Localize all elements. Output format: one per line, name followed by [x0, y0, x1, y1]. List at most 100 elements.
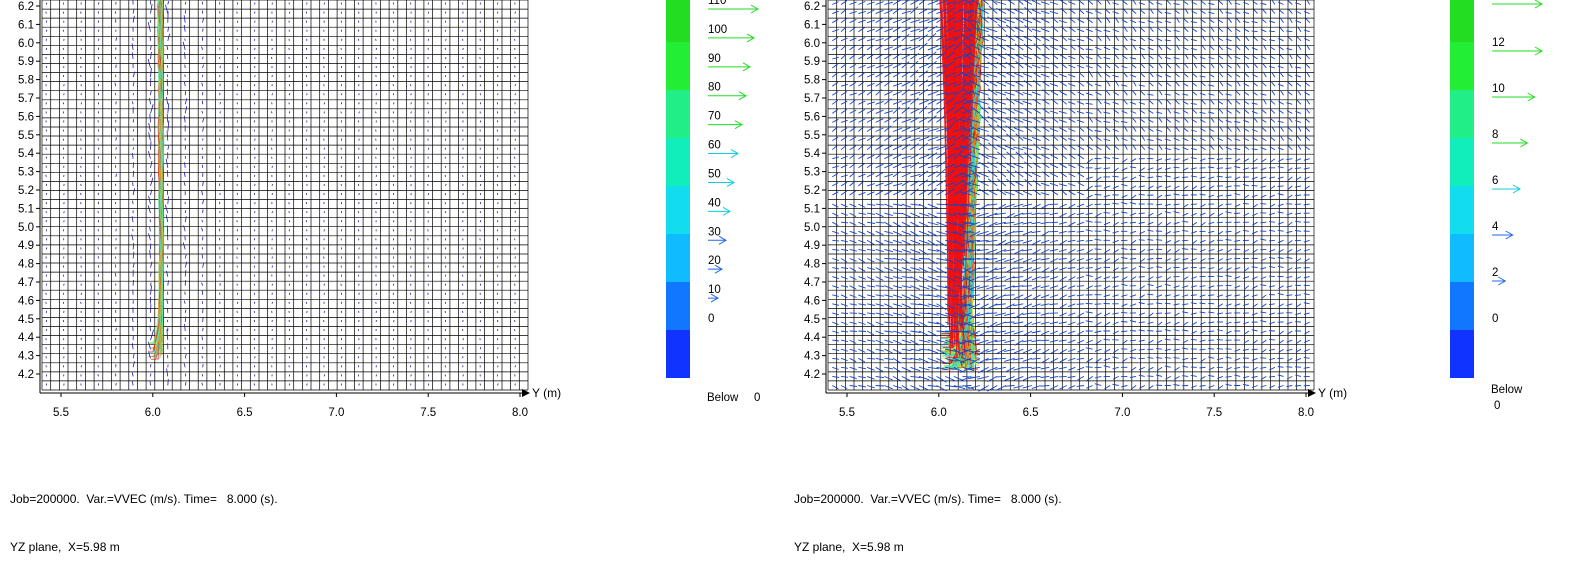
vector-plot-right: Y (m) 6.2 6.1 6.0 5.9 5.8 5.7 5.6 5.5 5.4 5.3 5.2 5.…: [804, 0, 1542, 419]
legend-below-label: Below: [1491, 384, 1523, 396]
y-tick-label: 5.1: [18, 203, 34, 215]
y-tick-label: 6.1: [804, 19, 820, 31]
y-tick-label: 4.4: [18, 332, 35, 344]
legend-color-swatch: [1450, 282, 1474, 330]
y-tick-label: 5.4: [804, 148, 821, 160]
y-tick-label: 5.8: [18, 75, 34, 87]
legend-color-swatch: [666, 330, 690, 378]
legend-value-label: 100: [708, 24, 727, 36]
legend-color-swatch: [1450, 234, 1474, 282]
y-tick-label: 6.2: [804, 1, 820, 13]
legend-below-value: 0: [1494, 400, 1500, 412]
x-tick-label: 7.5: [420, 407, 436, 419]
legend-color-swatch: [1450, 330, 1474, 378]
x-tick-label: 8.0: [1298, 407, 1314, 419]
legend-value-label: 4: [1492, 221, 1499, 233]
x-tick-label: 6.0: [931, 407, 947, 419]
y-tick-label: 6.0: [18, 38, 34, 50]
x-tick-label: 5.5: [839, 407, 855, 419]
grid-lines: [828, 0, 1314, 390]
legend-color-swatch: [666, 90, 690, 138]
legend-value-label: 12: [1492, 37, 1505, 49]
legend-value-label: 6: [1492, 175, 1498, 187]
x-tick-label: 8.0: [512, 407, 528, 419]
y-tick-label: 4.3: [804, 351, 820, 363]
legend-color-swatch: [1450, 138, 1474, 186]
x-axis-label: Y (m): [532, 386, 561, 400]
legend-value-label: 70: [708, 111, 721, 123]
axes-right: Y (m) 6.2 6.1 6.0 5.9 5.8 5.7 5.6 5.5 5.4 5.3 5.2 5.…: [804, 0, 1347, 419]
y-tick-label: 5.2: [18, 185, 34, 197]
y-tick-label: 4.2: [804, 369, 820, 381]
x-axis-label: Y (m): [1318, 386, 1347, 400]
legend-value-label: 80: [708, 82, 721, 94]
caption-left: Job=200000. Var.=VVEC (m/s). Time= 8.000…: [10, 459, 278, 571]
legend-value-label: 0: [708, 313, 714, 325]
y-tick-label: 6.0: [804, 38, 820, 50]
y-tick-label: 4.9: [804, 240, 820, 252]
y-tick-label: 4.7: [18, 277, 34, 289]
y-tick-label: 4.2: [18, 369, 34, 381]
vector-plot-left: Y (m)6.26.16.05.95.85.75.65.55.45.35.25.…: [18, 0, 760, 419]
legend-value-label: 20: [708, 255, 721, 267]
legend-below-value: 0: [754, 392, 760, 404]
legend-value-label: 40: [708, 197, 721, 209]
y-tick-label: 5.0: [804, 222, 820, 234]
legend-color-swatch: [666, 138, 690, 186]
y-tick-label: 5.1: [804, 203, 820, 215]
y-tick-label: 4.3: [18, 351, 34, 363]
legend-color-swatch: [666, 42, 690, 90]
caption-line-2: YZ plane, X=5.98 m: [794, 539, 1062, 555]
legend-color-swatch: [666, 186, 690, 234]
legend-value-label: 50: [708, 168, 721, 180]
y-tick-label: 5.9: [804, 56, 820, 68]
caption-right: Job=200000. Var.=VVEC (m/s). Time= 8.000…: [794, 459, 1062, 571]
legend-value-label: 110: [708, 0, 726, 7]
velocity-vectors: [46, 0, 516, 385]
y-tick-label: 5.3: [804, 167, 820, 179]
y-tick-label: 4.5: [804, 314, 820, 326]
y-tick-label: 5.7: [804, 93, 820, 105]
x-tick-label: 6.5: [237, 407, 253, 419]
grid-lines: [42, 0, 528, 390]
y-tick-label: 5.5: [804, 130, 820, 142]
caption-line-2: YZ plane, X=5.98 m: [10, 539, 278, 555]
x-tick-label: 7.0: [328, 407, 344, 419]
y-tick-label: 5.8: [804, 75, 820, 87]
y-tick-label: 5.6: [804, 111, 820, 123]
legend-value-label: 60: [708, 140, 721, 152]
y-tick-label: 4.9: [18, 240, 34, 252]
mesh-grid-left: [42, 0, 528, 390]
x-tick-label: 6.0: [145, 407, 161, 419]
x-tick-label: 7.5: [1206, 407, 1222, 419]
legend-color-swatch: [1450, 0, 1474, 42]
y-tick-label: 4.8: [18, 259, 34, 271]
legend-value-label: 10: [708, 284, 721, 296]
legend-color-swatch: [666, 282, 690, 330]
legend-color-swatch: [666, 0, 690, 42]
legend-color-swatch: [1450, 186, 1474, 234]
legend-value-label: 8: [1492, 129, 1498, 141]
y-tick-label: 4.8: [804, 259, 820, 271]
y-tick-label: 4.6: [18, 295, 34, 307]
y-tick-label: 4.6: [804, 295, 820, 307]
x-tick-label: 7.0: [1114, 407, 1130, 419]
legend-below-label: Below: [707, 392, 739, 404]
y-tick-label: 5.3: [18, 167, 34, 179]
legend-value-label: 30: [708, 226, 721, 238]
y-tick-label: 4.4: [804, 332, 821, 344]
x-tick-label: 6.5: [1023, 407, 1039, 419]
legend-value-label: 10: [1492, 83, 1505, 95]
y-tick-label: 5.9: [18, 56, 34, 68]
x-tick-label: 5.5: [53, 407, 69, 419]
legend-color-swatch: [1450, 42, 1474, 90]
legend-arrow: [1492, 0, 1542, 8]
y-tick-label: 5.5: [18, 130, 34, 142]
y-tick-label: 5.2: [804, 185, 820, 197]
y-tick-label: 5.7: [18, 93, 34, 105]
axes-left: Y (m)6.26.16.05.95.85.75.65.55.45.35.25.…: [18, 0, 561, 419]
legend-color-swatch: [666, 234, 690, 282]
legend-value-label: 0: [1492, 313, 1498, 325]
